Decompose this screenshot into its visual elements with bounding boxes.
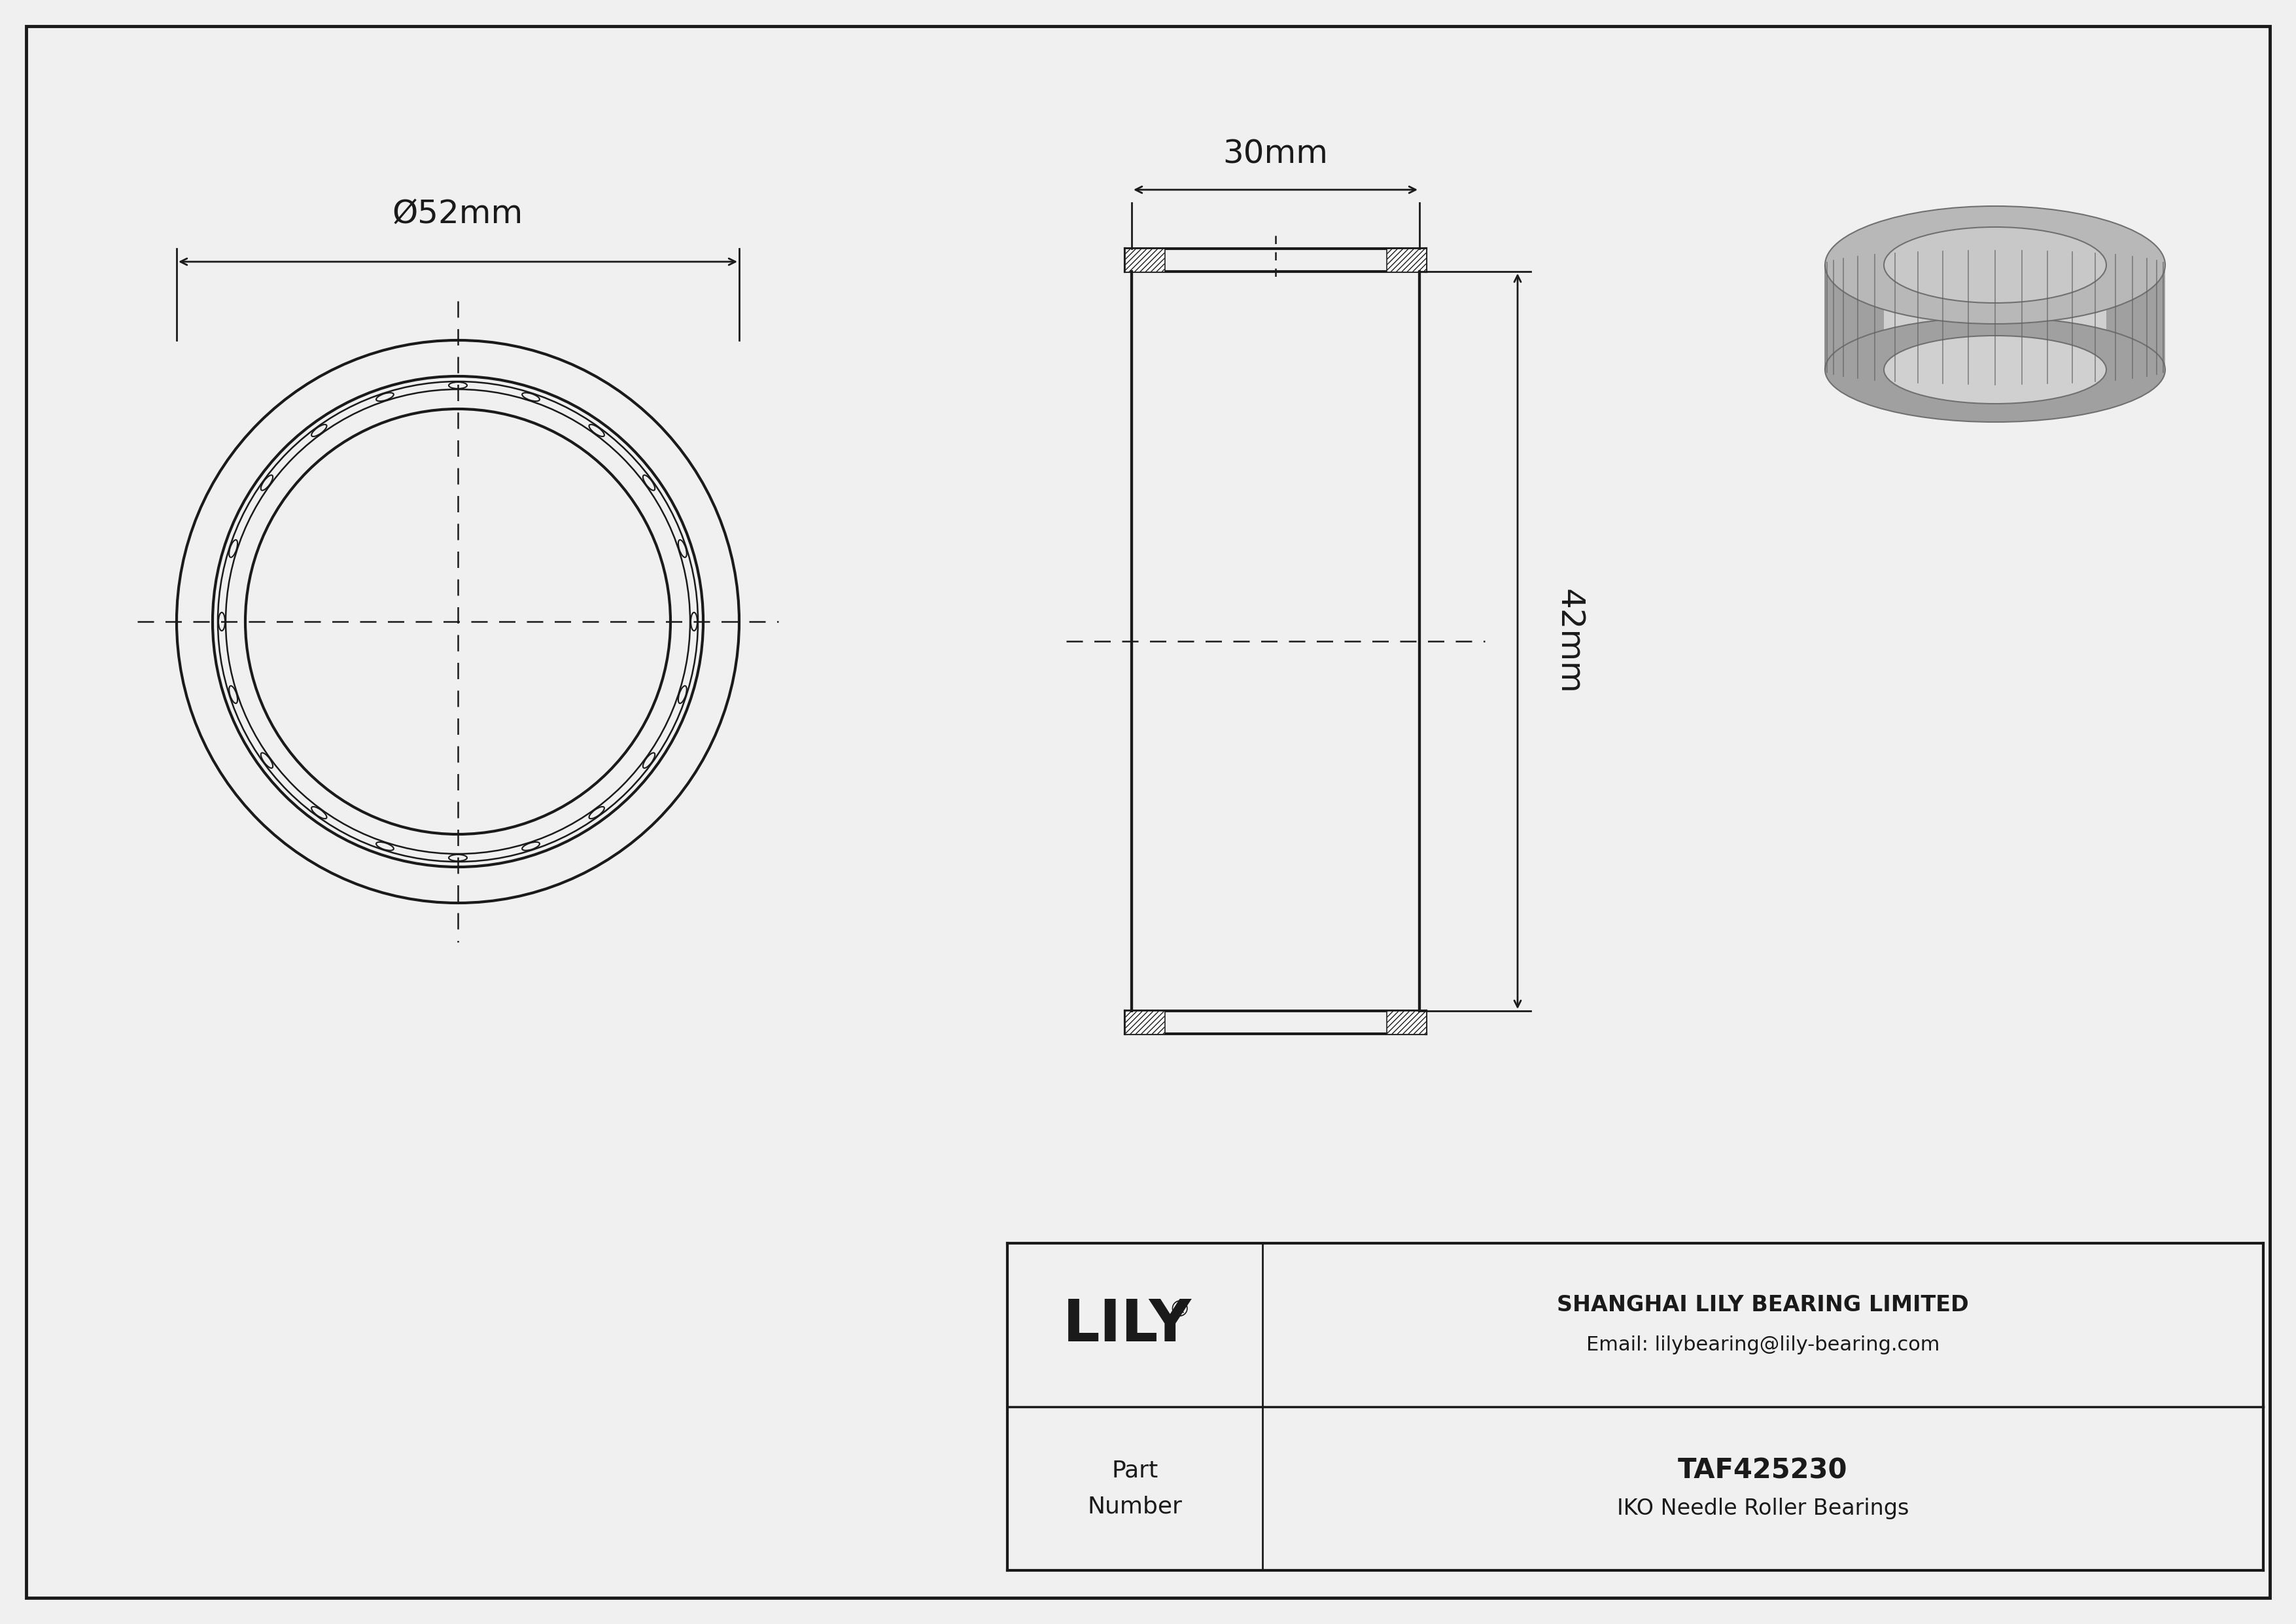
Text: ®: ® <box>1169 1299 1189 1322</box>
Bar <box>1387 1010 1426 1034</box>
Text: Email: lilybearing@lily-bearing.com: Email: lilybearing@lily-bearing.com <box>1587 1335 1940 1354</box>
Ellipse shape <box>1885 227 2105 304</box>
Text: LILY: LILY <box>1063 1296 1192 1353</box>
Text: Part
Number: Part Number <box>1088 1460 1182 1518</box>
Ellipse shape <box>1825 317 2165 422</box>
Bar <box>1125 248 1164 271</box>
Bar <box>1125 1010 1164 1034</box>
Ellipse shape <box>1885 336 2105 404</box>
Text: 30mm: 30mm <box>1224 138 1327 171</box>
Bar <box>1387 248 1426 271</box>
Text: Ø52mm: Ø52mm <box>393 198 523 229</box>
Ellipse shape <box>1825 206 2165 323</box>
Text: SHANGHAI LILY BEARING LIMITED: SHANGHAI LILY BEARING LIMITED <box>1557 1294 1970 1315</box>
Polygon shape <box>1825 265 2165 370</box>
Text: TAF425230: TAF425230 <box>1678 1457 1848 1484</box>
Polygon shape <box>1885 265 2105 370</box>
Text: IKO Needle Roller Bearings: IKO Needle Roller Bearings <box>1616 1497 1908 1518</box>
Text: 42mm: 42mm <box>1554 588 1584 693</box>
